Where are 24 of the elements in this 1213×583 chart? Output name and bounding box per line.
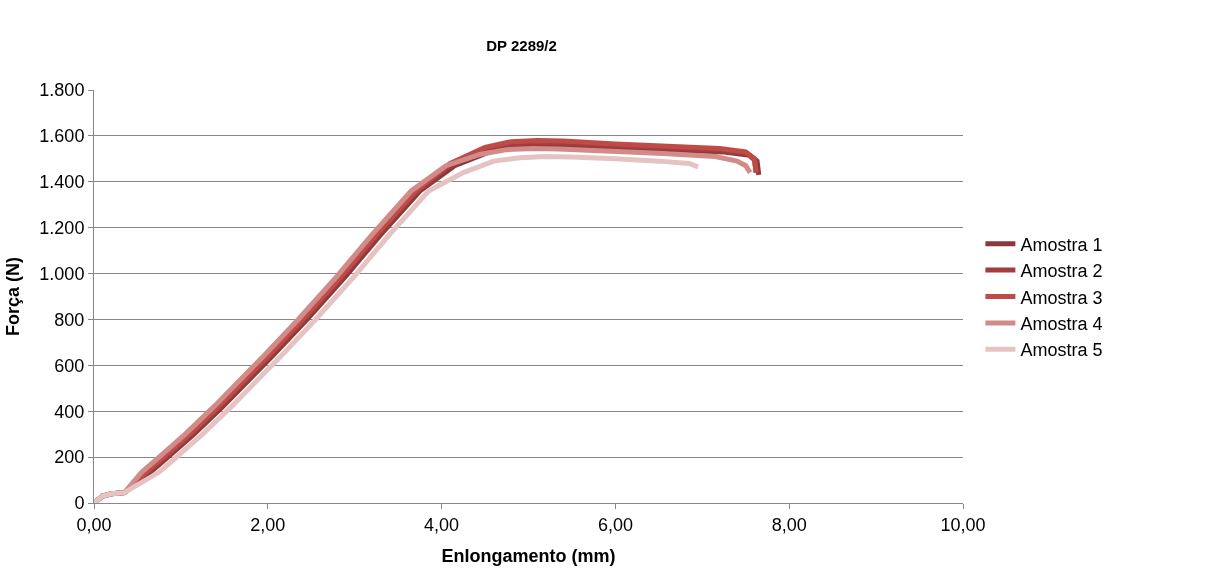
x-tick-label: 6,00	[597, 514, 633, 535]
legend-label: Amostra 3	[1020, 287, 1103, 308]
chart-title: DP 2289/2	[486, 37, 557, 55]
x-axis-title: Enlongamento (mm)	[441, 545, 616, 566]
x-tick-label: 2,00	[250, 514, 286, 535]
y-tick-label: 600	[54, 355, 85, 376]
y-tick-label: 1.600	[39, 126, 85, 147]
y-tick-label: 800	[54, 309, 85, 330]
legend-label: Amostra 5	[1020, 340, 1103, 361]
y-tick-label: 200	[54, 447, 85, 468]
y-axis-title: Força (N)	[2, 256, 23, 337]
x-tick-label: 4,00	[424, 514, 460, 535]
y-tick-label: 0	[74, 493, 85, 514]
y-tick-label: 1.400	[39, 172, 85, 193]
x-tick-label: 10,00	[940, 514, 986, 535]
y-tick-label: 1.800	[39, 80, 85, 101]
legend-label: Amostra 2	[1020, 261, 1103, 282]
y-tick-label: 1.200	[39, 217, 85, 238]
y-tick-label: 400	[54, 401, 85, 422]
x-tick-label: 0,00	[76, 514, 112, 535]
y-tick-label: 1.000	[39, 263, 85, 284]
legend-label: Amostra 1	[1020, 234, 1103, 255]
x-tick-label: 8,00	[771, 514, 807, 535]
legend-label: Amostra 4	[1020, 313, 1103, 334]
